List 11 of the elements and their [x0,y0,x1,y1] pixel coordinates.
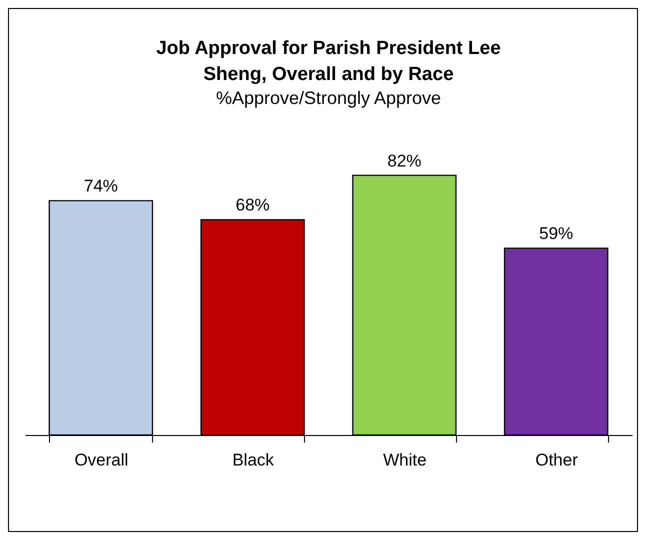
data-label: 74% [84,176,118,196]
chart-subtitle: %Approve/Strongly Approve [216,88,442,108]
x-tick-label: Overall [74,450,128,470]
data-label: 59% [539,224,574,244]
data-label: 82% [387,151,422,170]
x-tick-label: Other [535,450,578,470]
data-label: 68% [236,196,270,215]
text: Sheng, Overall and by Race [203,64,454,85]
text: Job Approval for Parish President Lee [156,38,501,59]
x-tick-label: Black [232,450,274,470]
x-tick-label: White [383,450,427,470]
